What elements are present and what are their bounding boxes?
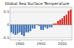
bar [57,21,59,25]
bar [47,25,49,29]
x-tick-label: 1950 [36,42,46,46]
bar [21,25,23,35]
bar [38,25,40,26]
bar [44,25,46,28]
bar [17,25,19,34]
bar [25,25,27,33]
bar [70,10,72,25]
bar [40,25,42,30]
bar [13,25,15,34]
x-tick-label: 1900 [15,42,25,46]
bar [19,25,21,33]
grid-line [10,12,72,13]
bar [32,25,34,29]
bar [51,25,53,28]
bar [34,25,36,29]
bar [53,24,55,25]
bar [68,11,70,25]
bar [36,24,38,25]
y-tick-label: 0 [7,23,10,27]
bar [66,15,68,25]
y-tick-label: 0.5 [3,10,9,14]
bar [59,20,61,25]
bar [30,25,32,31]
x-tick-label: 2000 [58,42,68,46]
bar [15,25,17,35]
grid-line [10,37,72,38]
title: Global Sea Surface Temperature [5,1,70,6]
chart: Global Sea Surface Temperature -0.5 0 0.5 19… [0,0,74,48]
bar [27,25,29,33]
bar [64,16,66,25]
bar [42,25,44,30]
bars [10,10,71,37]
bar [23,25,25,36]
plot-frame [10,7,72,40]
bar [55,24,57,25]
bar [10,25,12,33]
bar [61,18,63,24]
y-tick-label: -0.5 [2,36,9,40]
bar [49,25,51,28]
